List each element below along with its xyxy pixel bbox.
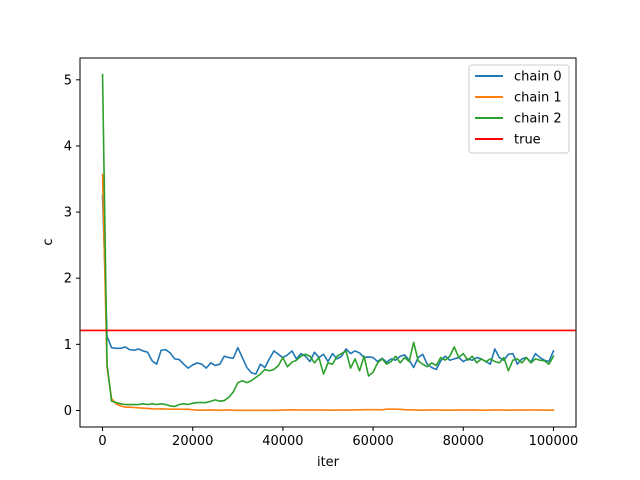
axes-frame (79, 57, 577, 428)
y-tick-label: 4 (64, 139, 72, 154)
x-axis: 0 20000 40000 60000 80000 100000 (98, 427, 578, 449)
legend-label-chain-2: chain 2 (514, 112, 562, 127)
y-axis-label: c (41, 238, 56, 245)
legend-label-true: true (514, 133, 541, 148)
legend-label-chain-1: chain 1 (514, 91, 562, 106)
x-tick-label: 40000 (262, 434, 303, 449)
y-tick-label: 1 (64, 338, 72, 353)
legend: chain 0 chain 1 chain 2 true (468, 64, 570, 154)
legend-frame (468, 64, 570, 154)
series-line-chain-2 (101, 73, 555, 408)
x-axis-label: iter (317, 455, 340, 470)
x-tick-label: 0 (98, 434, 106, 449)
y-axis: 0 1 2 3 4 5 (64, 73, 80, 419)
y-tick-label: 5 (64, 73, 72, 88)
series-line-chain-1 (101, 173, 555, 412)
y-tick-label: 3 (64, 206, 72, 221)
x-tick-label: 80000 (443, 434, 484, 449)
x-tick-label: 100000 (529, 434, 579, 449)
legend-label-chain-0: chain 0 (514, 70, 562, 85)
series-layer (80, 73, 576, 412)
y-tick-label: 0 (64, 404, 72, 419)
series-line-chain-0 (101, 194, 555, 375)
x-tick-label: 20000 (172, 434, 213, 449)
x-tick-label: 60000 (352, 434, 393, 449)
y-tick-label: 2 (64, 272, 72, 287)
